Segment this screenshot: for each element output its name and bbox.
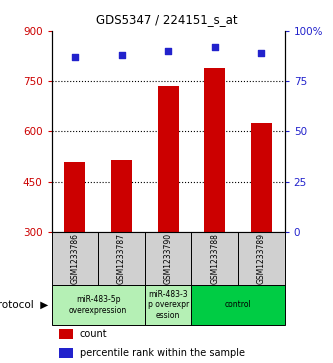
Bar <box>158 86 179 232</box>
Bar <box>238 232 285 285</box>
Bar <box>98 232 145 285</box>
Text: count: count <box>80 329 107 339</box>
Bar <box>52 285 145 325</box>
Bar <box>111 160 132 232</box>
Text: GSM1233790: GSM1233790 <box>164 233 173 284</box>
Text: miR-483-5p
overexpression: miR-483-5p overexpression <box>69 295 127 315</box>
Bar <box>59 329 73 339</box>
Point <box>72 54 78 60</box>
Text: protocol  ▶: protocol ▶ <box>0 300 48 310</box>
Bar <box>52 232 98 285</box>
Bar <box>191 285 285 325</box>
Bar <box>64 162 85 232</box>
Text: GSM1233789: GSM1233789 <box>257 233 266 284</box>
Point <box>212 44 217 50</box>
Bar <box>145 232 191 285</box>
Bar <box>191 232 238 285</box>
Text: GSM1233786: GSM1233786 <box>70 233 80 284</box>
Point <box>259 50 264 56</box>
Text: GSM1233787: GSM1233787 <box>117 233 126 284</box>
Bar <box>59 347 73 358</box>
Text: GSM1233788: GSM1233788 <box>210 233 219 284</box>
Bar <box>145 285 191 325</box>
Text: control: control <box>225 301 251 309</box>
Text: miR-483-3
p overexpr
ession: miR-483-3 p overexpr ession <box>148 290 189 320</box>
Bar <box>204 68 225 232</box>
Point <box>119 52 124 58</box>
Text: percentile rank within the sample: percentile rank within the sample <box>80 347 244 358</box>
Point <box>166 48 171 54</box>
Text: GDS5347 / 224151_s_at: GDS5347 / 224151_s_at <box>96 13 237 26</box>
Bar <box>251 123 272 232</box>
